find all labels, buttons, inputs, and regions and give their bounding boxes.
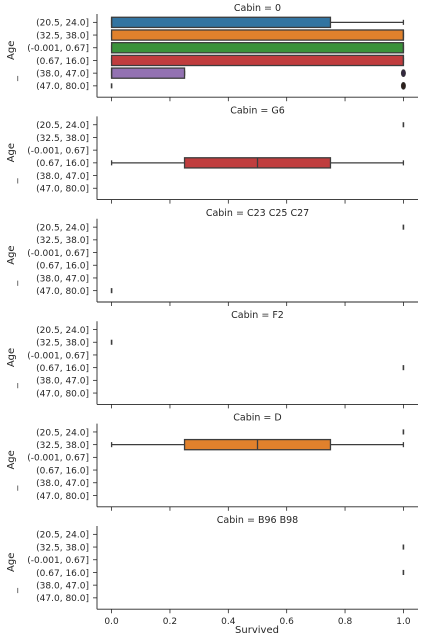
facet-panel: Cabin = D (20.5, 24.0] (32.5, 38.0] (-0.001… (6, 413, 418, 511)
y-tick-label: (47.0, 80.0] (36, 594, 89, 604)
facet-panel: Cabin = 0 (20.5, 24.0] (32.5, 38.0] (-0.001… (6, 3, 418, 102)
box-body (110, 67, 186, 79)
y-tick-label: (32.5, 38.0] (36, 543, 89, 553)
box-body (110, 42, 405, 54)
y-tick-label: (20.5, 24.0] (36, 428, 89, 438)
y-tick-label: (0.67, 16.0] (36, 569, 89, 579)
panel-title: Cabin = F2 (231, 310, 284, 321)
y-axis-label-suffix: _ (8, 177, 19, 184)
box (110, 438, 405, 451)
box-body (110, 29, 405, 41)
y-tick-label: (38.0, 47.0] (36, 172, 89, 182)
box-body (110, 16, 332, 29)
box (110, 81, 406, 90)
x-tick-label: 0.6 (280, 617, 295, 627)
y-axis-label: Age (6, 245, 17, 264)
x-tick-label: 0.8 (338, 617, 353, 627)
y-axis-label-suffix: _ (8, 485, 19, 492)
y-tick-label: (47.0, 80.0] (36, 389, 89, 399)
y-tick-label: (0.67, 16.0] (36, 57, 89, 67)
y-axis-label-suffix: _ (8, 382, 19, 389)
y-tick-label: (47.0, 80.0] (36, 492, 89, 502)
box (110, 16, 405, 29)
panel-title: Cabin = B96 B98 (217, 515, 298, 526)
y-tick-label: (-0.001, 0.67] (27, 146, 89, 156)
box (110, 54, 405, 67)
box (110, 157, 405, 169)
panel-title: Cabin = C23 C25 C27 (206, 208, 309, 219)
y-tick-label: (47.0, 80.0] (36, 287, 89, 297)
y-axis-label-suffix: _ (8, 587, 19, 594)
panel-title: Cabin = D (233, 413, 281, 424)
y-tick-label: (32.5, 38.0] (36, 134, 89, 144)
outlier-point (400, 81, 406, 90)
y-tick-label: (32.5, 38.0] (36, 236, 89, 246)
facet-panel: Cabin = F2 (20.5, 24.0] (32.5, 38.0] (-0.00… (6, 310, 418, 409)
box (110, 42, 405, 54)
y-axis-label: Age (6, 450, 17, 469)
x-tick-label: 0.2 (163, 617, 177, 627)
y-tick-label: (-0.001, 0.67] (27, 454, 89, 464)
y-axis-label: Age (6, 143, 17, 162)
y-tick-label: (0.67, 16.0] (36, 262, 89, 272)
x-tick-label: 1.0 (396, 617, 411, 627)
y-axis-label: Age (6, 348, 17, 367)
facet-panel: Cabin = G6 (20.5, 24.0] (32.5, 38.0] (-0.00… (6, 105, 418, 204)
facet-panel: Cabin = B96 B98 (20.5, 24.0] (32.5, 38.0] (… (6, 515, 418, 627)
y-tick-label: (38.0, 47.0] (36, 581, 89, 591)
box (110, 29, 405, 41)
y-tick-label: (47.0, 80.0] (36, 82, 89, 92)
x-tick-label: 0.4 (221, 617, 236, 627)
y-tick-label: (38.0, 47.0] (36, 479, 89, 489)
y-tick-label: (20.5, 24.0] (36, 19, 89, 29)
y-tick-label: (-0.001, 0.67] (27, 44, 89, 54)
y-tick-label: (32.5, 38.0] (36, 31, 89, 41)
y-axis-label: Age (6, 41, 17, 60)
y-tick-label: (20.5, 24.0] (36, 121, 89, 131)
y-tick-label: (20.5, 24.0] (36, 223, 89, 233)
y-tick-label: (-0.001, 0.67] (27, 351, 89, 361)
y-tick-label: (38.0, 47.0] (36, 377, 89, 387)
y-tick-label: (47.0, 80.0] (36, 185, 89, 195)
panel-title: Cabin = 0 (234, 3, 281, 14)
y-tick-label: (20.5, 24.0] (36, 531, 89, 541)
outlier-point (400, 69, 406, 78)
y-tick-label: (0.67, 16.0] (36, 364, 89, 374)
box-body (110, 54, 405, 67)
facet-panels: Cabin = 0 (20.5, 24.0] (32.5, 38.0] (-0.001… (6, 3, 418, 627)
box (110, 67, 406, 79)
y-tick-label: (32.5, 38.0] (36, 339, 89, 349)
y-tick-label: (-0.001, 0.67] (27, 556, 89, 566)
y-axis-label-suffix: _ (8, 75, 19, 82)
y-tick-label: (0.67, 16.0] (36, 159, 89, 169)
x-tick-label: 0.0 (104, 617, 119, 627)
panel-title: Cabin = G6 (230, 105, 285, 116)
y-axis-label-suffix: _ (8, 280, 19, 287)
y-tick-label: (20.5, 24.0] (36, 326, 89, 336)
y-tick-label: (38.0, 47.0] (36, 274, 89, 284)
y-tick-label: (0.67, 16.0] (36, 466, 89, 476)
y-tick-label: (32.5, 38.0] (36, 441, 89, 451)
x-axis-label: Survived (235, 625, 279, 636)
y-tick-label: (38.0, 47.0] (36, 69, 89, 79)
y-tick-label: (-0.001, 0.67] (27, 249, 89, 259)
facet-panel: Cabin = C23 C25 C27 (20.5, 24.0] (32.5, 38… (6, 208, 418, 306)
y-axis-label: Age (6, 553, 17, 572)
